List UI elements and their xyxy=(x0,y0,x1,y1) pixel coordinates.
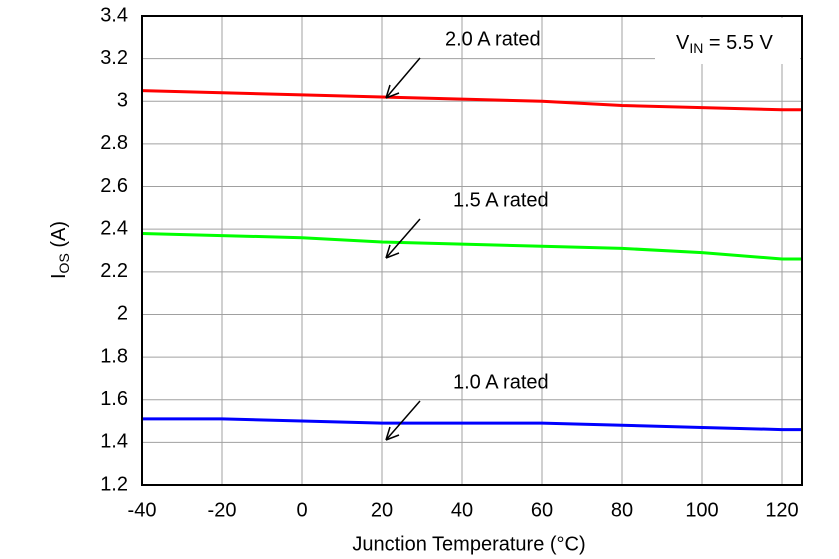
arrow-head xyxy=(385,244,400,259)
y-tick-label: 1.6 xyxy=(100,388,128,410)
x-tick-label: 40 xyxy=(451,499,473,521)
arrow-head xyxy=(385,84,400,99)
y-tick-label: 2.6 xyxy=(100,175,128,197)
x-tick-label: 0 xyxy=(296,499,307,521)
series-line xyxy=(142,417,802,432)
condition-sub: IN xyxy=(689,40,703,56)
y-axis-title-rest: (A) xyxy=(48,221,70,253)
y-tick-label: 1.2 xyxy=(100,473,128,495)
x-tick-label: 20 xyxy=(371,499,393,521)
condition-box xyxy=(655,18,800,64)
condition-main: V xyxy=(676,32,690,54)
x-axis-title: Junction Temperature (°C) xyxy=(352,533,585,555)
x-tick-label: -40 xyxy=(128,499,157,521)
series-line xyxy=(141,89,802,112)
condition-rest: = 5.5 V xyxy=(703,32,773,54)
y-tick-label: 2.4 xyxy=(100,217,128,239)
series-label: 2.0 A rated xyxy=(445,28,541,50)
y-axis-title-sub: OS xyxy=(56,253,72,273)
y-axis-title: IOS (A) xyxy=(48,221,71,279)
arrow xyxy=(385,400,421,441)
arrow xyxy=(385,218,421,259)
y-tick-label: 1.4 xyxy=(100,431,128,453)
arrow xyxy=(385,57,421,99)
y-tick-label: 3 xyxy=(117,90,128,112)
y-tick-label: 2.8 xyxy=(100,132,128,154)
y-axis-title-main: I xyxy=(48,273,70,279)
x-tick-label: -20 xyxy=(208,499,237,521)
x-tick-label: 80 xyxy=(611,499,633,521)
x-tick-label: 60 xyxy=(531,499,553,521)
x-tick-label: 100 xyxy=(685,499,718,521)
condition: VIN = 5.5 V xyxy=(676,32,773,55)
x-tick-label: 120 xyxy=(765,499,798,521)
series-label: 1.5 A rated xyxy=(453,189,549,211)
series-line xyxy=(141,231,802,261)
series-label: 1.0 A rated xyxy=(453,371,549,393)
plot-frame xyxy=(141,15,803,486)
y-tick-label: 2 xyxy=(117,303,128,325)
y-tick-label: 3.2 xyxy=(100,47,128,69)
y-tick-label: 1.8 xyxy=(100,345,128,367)
y-tick-label: 2.2 xyxy=(100,260,128,282)
y-tick-label: 3.4 xyxy=(100,4,128,26)
arrow-head xyxy=(385,426,400,441)
